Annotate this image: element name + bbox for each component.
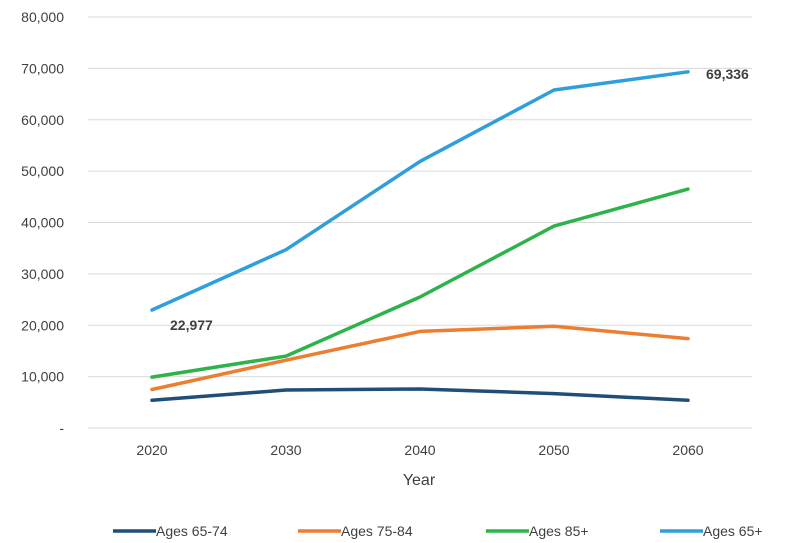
- y-tick-label: 10,000: [21, 369, 64, 385]
- y-tick-label: 20,000: [21, 317, 64, 333]
- x-axis-ticks: 2020 2030 2040 2050 2060: [136, 442, 703, 458]
- gridlines: [88, 16, 752, 429]
- y-tick-label: 40,000: [21, 215, 64, 231]
- legend-label: Ages 75-84: [341, 523, 413, 539]
- legend-item: Ages 75-84: [298, 523, 413, 539]
- y-tick-label: 60,000: [21, 112, 64, 128]
- series-lines: [150, 70, 690, 403]
- x-axis-title: Year: [403, 472, 436, 489]
- data-label: 22,977: [170, 317, 213, 333]
- x-tick-label: 2020: [136, 442, 167, 458]
- legend-label: Ages 65+: [703, 523, 763, 539]
- y-tick-label: 80,000: [21, 9, 64, 25]
- legend-item: Ages 85+: [486, 523, 589, 539]
- legend-label: Ages 85+: [529, 523, 589, 539]
- x-tick-label: 2030: [270, 442, 301, 458]
- y-tick-label: -: [59, 420, 64, 436]
- legend: Ages 65-74 Ages 75-84 Ages 85+ Ages 65+: [113, 523, 763, 539]
- series-line-ages-65-: [150, 70, 690, 312]
- series-line-ages-85-: [150, 187, 690, 379]
- series-line-ages-75-84: [150, 324, 690, 392]
- data-label: 69,336: [706, 66, 749, 82]
- series-line-ages-65-74: [150, 387, 690, 403]
- y-tick-label: 70,000: [21, 60, 64, 76]
- legend-label: Ages 65-74: [156, 523, 228, 539]
- x-tick-label: 2060: [672, 442, 703, 458]
- data-labels: 22,977 69,336: [170, 66, 749, 333]
- y-tick-label: 30,000: [21, 266, 64, 282]
- x-tick-label: 2040: [404, 442, 435, 458]
- legend-item: Ages 65-74: [113, 523, 228, 539]
- y-axis-ticks: - 10,000 20,000 30,000 40,000 50,000 60,000 70,…: [21, 9, 64, 436]
- y-tick-label: 50,000: [21, 163, 64, 179]
- x-tick-label: 2050: [538, 442, 569, 458]
- legend-item: Ages 65+: [660, 523, 763, 539]
